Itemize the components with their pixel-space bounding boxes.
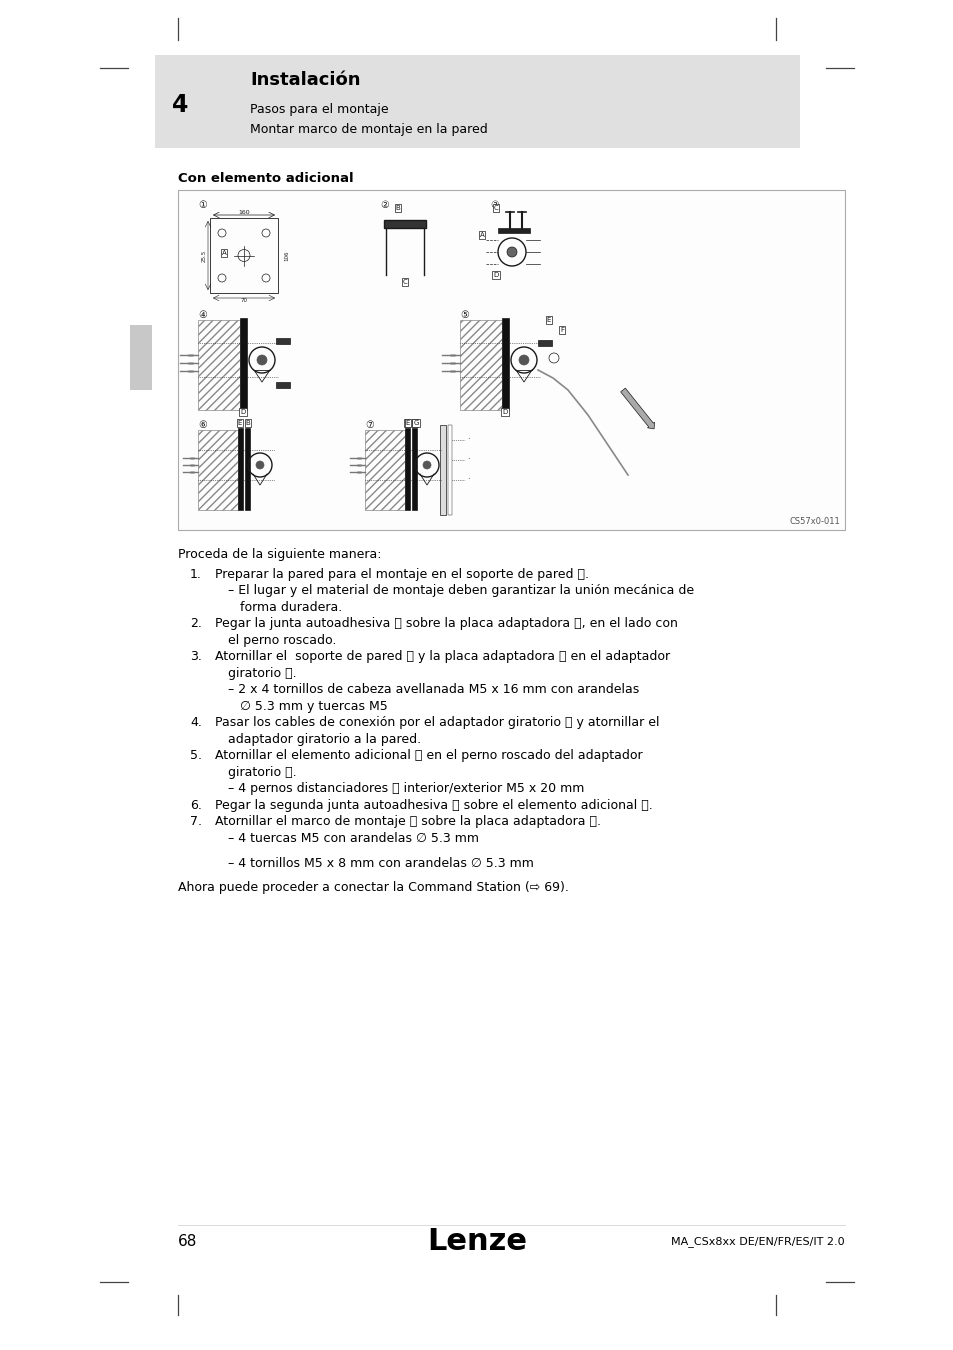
Text: el perno roscado.: el perno roscado. [228,633,336,647]
Text: C: C [493,205,497,211]
Circle shape [256,355,267,364]
Bar [245,428,250,510]
Text: B: B [413,420,416,427]
Circle shape [518,355,529,364]
Bar [448,425,452,514]
Text: MA_CSx8xx DE/EN/FR/ES/IT 2.0: MA_CSx8xx DE/EN/FR/ES/IT 2.0 [671,1237,844,1247]
Text: ·: · [467,436,469,444]
Text: ②: ② [379,200,388,211]
Bar [537,340,552,346]
Bar [130,325,152,390]
Text: CS57x0-011: CS57x0-011 [788,517,840,526]
Text: – 2 x 4 tornillos de cabeza avellanada M5 x 16 mm con arandelas: – 2 x 4 tornillos de cabeza avellanada M… [228,683,639,697]
Text: 4.: 4. [190,717,202,729]
Text: giratorio Ⓓ.: giratorio Ⓓ. [228,667,296,680]
Text: 3.: 3. [190,651,202,663]
Text: A: A [479,232,484,238]
Text: ·: · [467,455,469,464]
Text: Pegar la segunda junta autoadhesiva Ⓑ sobre el elemento adicional Ⓔ.: Pegar la segunda junta autoadhesiva Ⓑ so… [214,799,652,811]
Text: D: D [493,271,498,278]
Text: B: B [245,420,250,427]
Text: 70: 70 [240,298,247,302]
Text: ④: ④ [198,310,207,320]
Text: ⑥: ⑥ [198,420,207,431]
Text: Con elemento adicional: Con elemento adicional [178,171,354,185]
Bar [439,425,446,514]
Text: Proceda de la siguiente manera:: Proceda de la siguiente manera: [178,548,381,562]
Text: Montar marco de montaje en la pared: Montar marco de montaje en la pared [250,123,487,136]
Text: ·: · [467,475,469,485]
Text: forma duradera.: forma duradera. [240,601,342,614]
FancyArrow shape [620,389,654,429]
Bar [405,428,410,510]
Text: E: E [237,420,242,427]
Bar [198,431,237,510]
Text: Atornillar el  soporte de pared Ⓐ y la placa adaptadora Ⓒ en el adaptador: Atornillar el soporte de pared Ⓐ y la pl… [214,651,669,663]
Text: ③: ③ [490,200,498,211]
Text: D: D [240,409,245,414]
Bar [275,338,290,344]
Text: 68: 68 [178,1234,197,1250]
Circle shape [422,460,431,468]
Bar [365,431,405,510]
Text: 25.5: 25.5 [201,250,206,262]
Text: B: B [395,205,400,211]
Text: – 4 tornillos M5 x 8 mm con arandelas ∅ 5.3 mm: – 4 tornillos M5 x 8 mm con arandelas ∅ … [228,856,534,869]
Text: Preparar la pared para el montaje en el soporte de pared Ⓐ.: Preparar la pared para el montaje en el … [214,568,588,580]
Text: ①: ① [198,200,207,211]
Text: E: E [405,420,410,427]
Text: D: D [502,409,507,414]
Text: E: E [546,317,551,323]
Text: ⑦: ⑦ [365,420,374,431]
Text: 6.: 6. [190,799,202,811]
Text: Atornillar el marco de montaje Ⓖ sobre la placa adaptadora Ⓔ.: Atornillar el marco de montaje Ⓖ sobre l… [214,815,600,829]
Bar [210,217,277,293]
Text: A: A [221,250,226,256]
Text: Pegar la junta autoadhesiva Ⓑ sobre la placa adaptadora Ⓒ, en el lado con: Pegar la junta autoadhesiva Ⓑ sobre la p… [214,617,678,630]
Text: 5.: 5. [190,749,202,763]
Bar [240,319,247,410]
Text: Atornillar el elemento adicional Ⓔ en el perno roscado del adaptador: Atornillar el elemento adicional Ⓔ en el… [214,749,642,763]
Text: 2.: 2. [190,617,202,630]
Text: 106: 106 [284,250,289,261]
Text: giratorio Ⓓ.: giratorio Ⓓ. [228,765,296,779]
Bar [497,228,530,234]
Text: Lenze: Lenze [427,1227,526,1257]
Bar [275,382,290,387]
Bar [384,220,426,228]
Text: C: C [402,279,407,285]
Bar [237,428,243,510]
Circle shape [255,460,264,468]
Text: ⑤: ⑤ [459,310,468,320]
Text: F: F [559,327,563,333]
Bar [412,428,416,510]
Text: 160: 160 [238,211,250,215]
Text: – 4 tuercas M5 con arandelas ∅ 5.3 mm: – 4 tuercas M5 con arandelas ∅ 5.3 mm [228,832,478,845]
Bar [178,190,844,531]
Text: adaptador giratorio a la pared.: adaptador giratorio a la pared. [228,733,420,745]
Text: Pasos para el montaje: Pasos para el montaje [250,104,388,116]
Bar [459,320,501,410]
Text: 1.: 1. [190,568,202,580]
Circle shape [506,247,517,256]
Text: Pasar los cables de conexión por el adaptador giratorio Ⓓ y atornillar el: Pasar los cables de conexión por el adap… [214,717,659,729]
Text: G: G [413,420,418,427]
Text: Ahora puede proceder a conectar la Command Station (⇨ 69).: Ahora puede proceder a conectar la Comma… [178,882,568,894]
Text: 7.: 7. [190,815,202,829]
Text: E: E [404,420,409,427]
Text: Instalación: Instalación [250,72,360,89]
Text: ∅ 5.3 mm y tuercas M5: ∅ 5.3 mm y tuercas M5 [240,699,387,713]
Bar [501,319,509,410]
Text: 4: 4 [172,93,188,117]
Text: – El lugar y el material de montaje deben garantizar la unión mecánica de: – El lugar y el material de montaje debe… [228,585,694,597]
Bar [154,55,800,148]
Bar [198,320,240,410]
Text: – 4 pernos distanciadores Ⓕ interior/exterior M5 x 20 mm: – 4 pernos distanciadores Ⓕ interior/ext… [228,782,584,795]
